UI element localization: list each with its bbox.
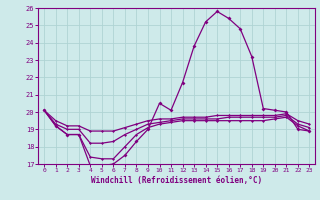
X-axis label: Windchill (Refroidissement éolien,°C): Windchill (Refroidissement éolien,°C) bbox=[91, 176, 262, 185]
